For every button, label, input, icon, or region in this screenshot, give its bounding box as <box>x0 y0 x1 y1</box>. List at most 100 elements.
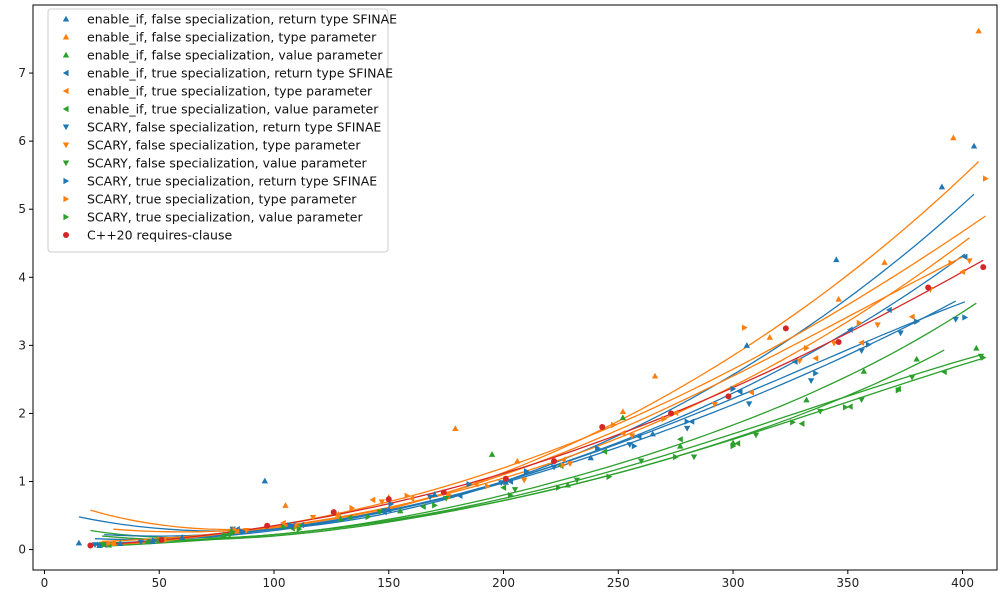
fit-line <box>94 300 957 541</box>
legend-marker <box>62 124 70 131</box>
data-point <box>752 432 760 439</box>
data-point <box>748 389 754 396</box>
data-point <box>835 338 842 345</box>
data-point <box>813 370 819 377</box>
data-point <box>782 325 789 332</box>
data-point <box>376 509 383 516</box>
data-point <box>397 507 404 514</box>
data-point <box>388 500 395 508</box>
data-point <box>895 387 902 394</box>
data-point <box>881 259 888 265</box>
data-point <box>335 510 342 517</box>
data-point <box>606 473 613 480</box>
data-point <box>431 491 438 497</box>
data-point <box>178 534 186 540</box>
data-point <box>817 408 824 415</box>
data-point <box>846 403 853 410</box>
data-point <box>730 385 737 393</box>
y-tick-label: 4 <box>18 270 26 284</box>
data-point <box>365 513 372 521</box>
data-point <box>638 458 645 465</box>
data-point <box>730 442 737 450</box>
legend-marker <box>63 213 70 221</box>
data-point <box>234 527 240 535</box>
data-point <box>725 393 732 400</box>
data-point <box>673 453 679 461</box>
data-point <box>110 540 116 547</box>
x-tick-label: 50 <box>152 576 167 590</box>
data-point <box>812 355 819 362</box>
x-axis: 0 50 100 150 200 250 300 350 400 <box>41 570 974 590</box>
data-point <box>440 489 447 496</box>
data-point <box>941 368 947 376</box>
data-point <box>560 456 566 463</box>
data-point <box>856 319 863 327</box>
data-point <box>279 519 286 527</box>
data-point <box>619 429 626 437</box>
data-point <box>635 433 642 440</box>
legend-marker <box>63 195 70 203</box>
data-point <box>279 522 287 529</box>
data-point <box>243 527 250 534</box>
data-point <box>938 183 946 190</box>
data-point <box>684 418 691 425</box>
data-point <box>369 496 376 504</box>
data-point <box>790 419 796 426</box>
data-point <box>550 464 558 471</box>
legend-label: SCARY, false specialization, return type… <box>87 120 381 135</box>
legend-label: SCARY, true specialization, type paramet… <box>87 192 357 207</box>
fit-line <box>99 301 966 545</box>
legend-marker <box>62 51 70 58</box>
data-point <box>711 402 718 408</box>
data-point <box>959 268 966 276</box>
data-point <box>914 318 920 325</box>
data-point <box>830 340 838 347</box>
data-point <box>734 440 741 447</box>
data-point <box>798 420 805 427</box>
data-point <box>791 358 798 365</box>
legend-marker <box>63 177 70 185</box>
data-point <box>970 142 978 149</box>
x-tick-label: 350 <box>836 576 859 590</box>
legend-label: SCARY, false specialization, type parame… <box>87 138 361 153</box>
x-tick-label: 0 <box>41 576 49 590</box>
data-point <box>472 481 479 488</box>
legend-marker <box>62 105 69 113</box>
data-point <box>378 499 386 506</box>
data-point <box>661 415 668 423</box>
data-point <box>514 457 521 464</box>
data-point <box>672 409 679 416</box>
data-point <box>556 484 562 491</box>
data-point <box>287 521 294 529</box>
data-point <box>261 477 269 484</box>
data-point <box>564 481 571 488</box>
legend: enable_if, false specialization, return … <box>47 8 397 253</box>
data-point <box>117 540 124 547</box>
data-point <box>408 495 415 502</box>
data-point <box>337 515 344 522</box>
data-point <box>75 539 83 546</box>
data-point <box>766 333 773 340</box>
data-point <box>601 448 608 455</box>
x-tick-label: 100 <box>263 576 286 590</box>
legend-marker <box>62 87 69 95</box>
data-point <box>507 491 514 499</box>
data-point <box>803 344 810 352</box>
data-point <box>560 461 567 469</box>
data-point <box>404 492 411 500</box>
data-point <box>803 396 810 403</box>
data-point <box>346 514 353 521</box>
data-point <box>860 368 868 374</box>
data-point <box>507 478 513 485</box>
data-point <box>137 539 145 546</box>
data-point <box>264 522 271 529</box>
legend-label: SCARY, true specialization, return type … <box>87 174 377 189</box>
data-point <box>677 442 684 449</box>
x-tick-label: 400 <box>951 576 974 590</box>
data-point <box>688 418 695 425</box>
legend-label: SCARY, true specialization, value parame… <box>87 210 363 225</box>
data-point <box>87 542 94 549</box>
data-point <box>224 531 231 538</box>
data-point <box>807 378 815 384</box>
data-point <box>498 480 505 487</box>
